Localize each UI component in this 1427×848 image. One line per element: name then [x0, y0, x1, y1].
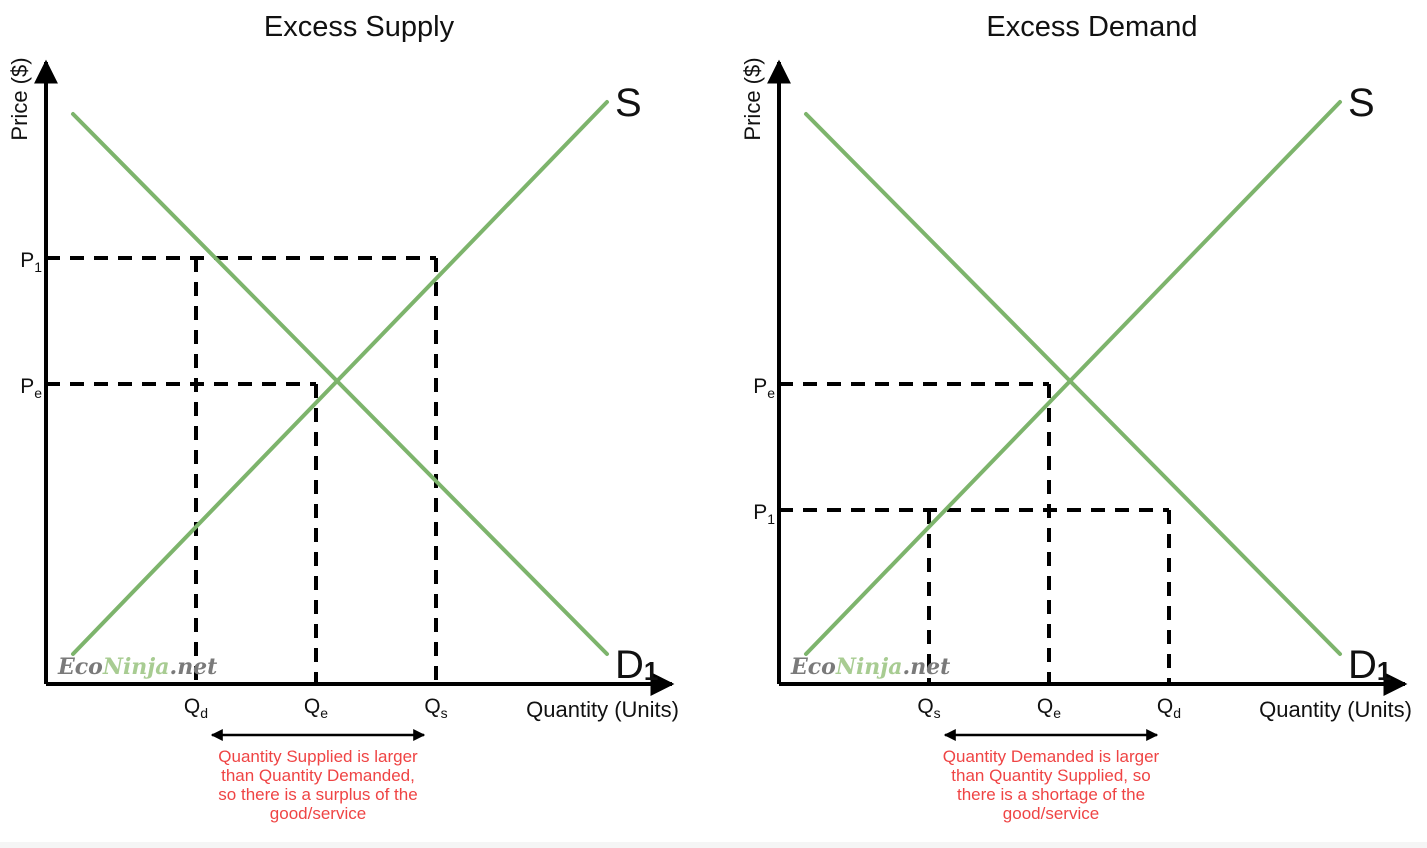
explanation-note-line: good/service [270, 804, 366, 823]
explanation-note-line: Quantity Supplied is larger [218, 747, 418, 766]
chart-panel-2: Excess Demand Price ($) Quantity (Units) Pe… [740, 11, 1412, 823]
quantity-tick-label: Qd [1157, 695, 1181, 721]
quantity-tick-label: Qs [424, 695, 447, 721]
explanation-note-line: good/service [1003, 804, 1099, 823]
quantity-tick-label: Qe [304, 695, 328, 721]
demand-curve [71, 112, 609, 656]
bottom-band [0, 842, 1427, 848]
x-axis-label: Quantity (Units) [1259, 697, 1412, 722]
y-axis-label: Price ($) [740, 57, 765, 140]
quantity-tick-label: Qe [1037, 695, 1061, 721]
chart-title: Excess Supply [264, 11, 455, 43]
explanation-note-line: so there is a surplus of the [218, 785, 417, 804]
chart-panel-1: Excess Supply Price ($) Quantity (Units) P1… [7, 11, 679, 823]
quantity-tick-label: Qs [917, 695, 940, 721]
x-axis-label: Quantity (Units) [526, 697, 679, 722]
explanation-note-line: than Quantity Supplied, so [951, 766, 1150, 785]
explanation-note-line: Quantity Demanded is larger [943, 747, 1160, 766]
price-tick-label: P1 [753, 501, 775, 527]
y-axis-label: Price ($) [7, 57, 32, 140]
demand-curve-label: D1 [615, 643, 658, 687]
chart-title: Excess Demand [986, 11, 1197, 43]
watermark-logo: EcoNinja.net [57, 654, 217, 680]
supply-curve-label: S [1348, 81, 1375, 125]
price-tick-label: P1 [20, 249, 42, 275]
price-tick-label: Pe [20, 375, 42, 401]
explanation-note-line: there is a shortage of the [957, 785, 1145, 804]
explanation-note-line: than Quantity Demanded, [221, 766, 415, 785]
demand-curve-label: D1 [1348, 643, 1391, 687]
price-tick-label: Pe [753, 375, 775, 401]
supply-curve-label: S [615, 81, 642, 125]
demand-curve [804, 112, 1342, 656]
supply-curve [804, 100, 1342, 656]
watermark-logo: EcoNinja.net [790, 654, 950, 680]
quantity-tick-label: Qd [184, 695, 208, 721]
supply-curve [71, 100, 609, 656]
